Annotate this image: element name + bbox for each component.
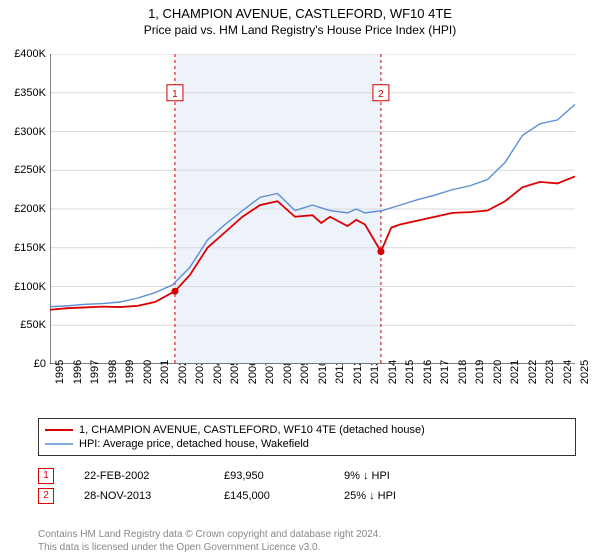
y-tick-label: £400K [2, 48, 46, 60]
y-tick-label: £0 [2, 358, 46, 370]
svg-text:2: 2 [378, 89, 384, 100]
y-tick-label: £300K [2, 126, 46, 138]
y-tick-label: £150K [2, 242, 46, 254]
legend: 1, CHAMPION AVENUE, CASTLEFORD, WF10 4TE… [38, 418, 576, 456]
y-tick-label: £250K [2, 164, 46, 176]
footer: Contains HM Land Registry data © Crown c… [38, 528, 381, 554]
sale-row: 2 28-NOV-2013 £145,000 25% ↓ HPI [38, 486, 562, 506]
legend-item: 1, CHAMPION AVENUE, CASTLEFORD, WF10 4TE… [45, 423, 569, 437]
sale-date: 22-FEB-2002 [84, 470, 224, 482]
sale-price: £93,950 [224, 470, 344, 482]
marker-icon: 1 [38, 468, 54, 484]
legend-label: 1, CHAMPION AVENUE, CASTLEFORD, WF10 4TE… [79, 424, 425, 436]
sale-row: 1 22-FEB-2002 £93,950 9% ↓ HPI [38, 466, 562, 486]
y-tick-label: £100K [2, 281, 46, 293]
footer-line: This data is licensed under the Open Gov… [38, 541, 381, 554]
marker-icon: 2 [38, 488, 54, 504]
x-tick-label: 2025 [579, 360, 591, 384]
sale-diff: 25% ↓ HPI [344, 490, 474, 502]
chart-container: 1, CHAMPION AVENUE, CASTLEFORD, WF10 4TE… [0, 0, 600, 560]
y-tick-label: £200K [2, 203, 46, 215]
page-subtitle: Price paid vs. HM Land Registry's House … [0, 21, 600, 41]
y-tick-label: £350K [2, 87, 46, 99]
svg-text:1: 1 [172, 89, 178, 100]
y-tick-label: £50K [2, 319, 46, 331]
page-title: 1, CHAMPION AVENUE, CASTLEFORD, WF10 4TE [0, 0, 600, 21]
line-chart: 12 [50, 54, 575, 364]
sale-rows: 1 22-FEB-2002 £93,950 9% ↓ HPI 2 28-NOV-… [38, 466, 562, 506]
sale-diff: 9% ↓ HPI [344, 470, 474, 482]
sale-price: £145,000 [224, 490, 344, 502]
legend-item: HPI: Average price, detached house, Wake… [45, 437, 569, 451]
sale-date: 28-NOV-2013 [84, 490, 224, 502]
legend-swatch-price [45, 425, 73, 435]
legend-swatch-hpi [45, 439, 73, 449]
footer-line: Contains HM Land Registry data © Crown c… [38, 528, 381, 541]
legend-label: HPI: Average price, detached house, Wake… [79, 438, 309, 450]
